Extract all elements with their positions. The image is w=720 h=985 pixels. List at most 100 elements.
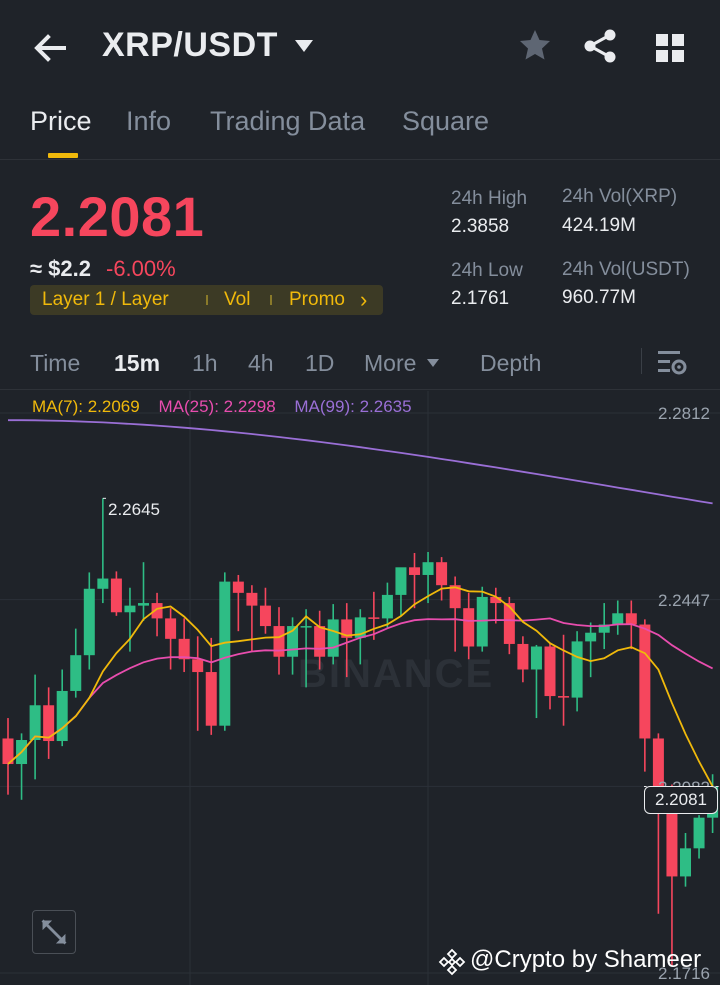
candle-body	[381, 594, 393, 619]
candle-body	[544, 646, 556, 697]
candle-body	[219, 581, 231, 726]
binance-logo-icon	[438, 948, 466, 976]
candle-body	[56, 690, 68, 742]
candle-body	[652, 738, 664, 813]
candle-body	[490, 596, 502, 604]
vol-base-label: 24h Vol(XRP)	[562, 186, 678, 207]
tab-square[interactable]: Square	[402, 106, 490, 136]
tag-divider	[206, 295, 208, 305]
candle-body	[571, 641, 583, 698]
ma25-line	[7, 617, 714, 765]
tag-layer[interactable]: Layer 1 / Layer	[42, 289, 169, 310]
candle-body	[151, 603, 163, 619]
interval-time[interactable]: Time	[30, 350, 81, 376]
interval-4h[interactable]: 4h	[248, 350, 274, 376]
pair-title[interactable]: XRP/USDT	[102, 26, 278, 64]
interval-1d[interactable]: 1D	[305, 350, 335, 376]
active-tab-indicator	[48, 153, 78, 158]
candle-body	[368, 617, 380, 619]
tag-bar[interactable]: Layer 1 / Layer Vol Promo ›	[30, 285, 383, 315]
high-label: 24h High	[451, 188, 528, 209]
candle-body	[2, 738, 14, 765]
grid-icon[interactable]	[654, 32, 686, 64]
ma99-line	[8, 419, 713, 505]
candle-body	[259, 605, 271, 627]
ma99-legend: MA(99): 2.2635	[294, 397, 412, 416]
tag-divider	[270, 295, 272, 305]
share-icon[interactable]	[582, 28, 618, 64]
candle-body	[341, 619, 353, 638]
change-percent: -6.00%	[106, 256, 176, 281]
ma25-line	[7, 617, 714, 765]
candle-body	[124, 605, 136, 613]
ma7-line	[7, 586, 714, 787]
low-label: 24h Low	[451, 260, 523, 281]
candle-body	[612, 613, 624, 625]
vol-quote-value: 960.77M	[562, 287, 636, 308]
y-tick-label: 2.2812	[658, 404, 710, 423]
caret-down-icon[interactable]	[426, 358, 440, 368]
candle-body	[666, 812, 678, 877]
interval-bar: Time 15m 1h 4h 1D More Depth	[0, 340, 720, 390]
vol-quote-label: 24h Vol(USDT)	[562, 259, 690, 280]
candle-body	[476, 596, 488, 647]
top-bar: XRP/USDT	[0, 0, 720, 96]
candle-body	[29, 705, 41, 741]
candle-body	[246, 592, 258, 606]
chart-annotations	[102, 497, 719, 788]
candle-body	[314, 626, 326, 657]
candle-body	[449, 585, 461, 609]
tab-trading-data[interactable]: Trading Data	[210, 106, 366, 136]
candle-body	[530, 646, 542, 670]
interval-1h[interactable]: 1h	[192, 350, 218, 376]
candle-body	[232, 581, 244, 593]
credit-text: @Crypto by Shameer	[470, 946, 702, 973]
high-annotation: 2.2645	[108, 500, 160, 519]
interval-more[interactable]: More	[364, 350, 417, 376]
depth-tab[interactable]: Depth	[480, 350, 542, 376]
chevron-right-icon[interactable]: ›	[360, 287, 368, 312]
tag-promo[interactable]: Promo	[289, 289, 345, 310]
candles	[2, 498, 719, 966]
candle-body	[192, 659, 204, 673]
ma7-line	[7, 586, 714, 787]
expand-icon[interactable]	[32, 910, 76, 954]
star-icon[interactable]	[518, 28, 552, 62]
candle-body	[395, 567, 407, 595]
arrow-left-icon[interactable]	[30, 28, 70, 68]
candle-body	[165, 618, 177, 639]
candle-body	[300, 626, 312, 628]
vol-base-value: 424.19M	[562, 215, 636, 236]
chart-grid	[0, 391, 720, 985]
candle-body	[436, 562, 448, 586]
ma99-line	[8, 419, 713, 505]
candle-body	[693, 817, 705, 849]
usd-price: ≈ $2.2	[30, 256, 92, 281]
candle-body	[205, 672, 217, 726]
candle-body	[625, 613, 637, 625]
candle-body	[273, 626, 285, 657]
last-price: 2.2081	[30, 185, 205, 248]
interval-15m[interactable]: 15m	[114, 350, 161, 376]
candle-body	[639, 624, 651, 739]
candle-body	[503, 603, 515, 644]
ma7-legend: MA(7): 2.2069	[32, 397, 140, 416]
current-price-tag[interactable]: 2.2081	[644, 786, 718, 814]
candle-body	[680, 848, 691, 877]
candlestick-chart[interactable]	[0, 391, 720, 985]
candle-body	[409, 567, 420, 575]
tab-price[interactable]: Price	[30, 106, 92, 136]
chart-settings-icon[interactable]	[656, 348, 688, 378]
tab-info[interactable]: Info	[126, 106, 172, 136]
chart-watermark: BINANCE	[298, 652, 495, 696]
candle-body	[558, 696, 570, 698]
candle-body	[517, 643, 529, 670]
candle-body	[97, 578, 109, 589]
candle-body	[585, 632, 597, 642]
ma-legend: MA(7): 2.2069 MA(25): 2.2298 MA(99): 2.2…	[32, 397, 426, 417]
y-tick-label: 2.2447	[658, 591, 710, 610]
candle-body	[43, 705, 55, 742]
candle-body	[598, 624, 610, 633]
caret-down-icon[interactable]	[293, 38, 315, 54]
tag-vol[interactable]: Vol	[224, 289, 251, 310]
